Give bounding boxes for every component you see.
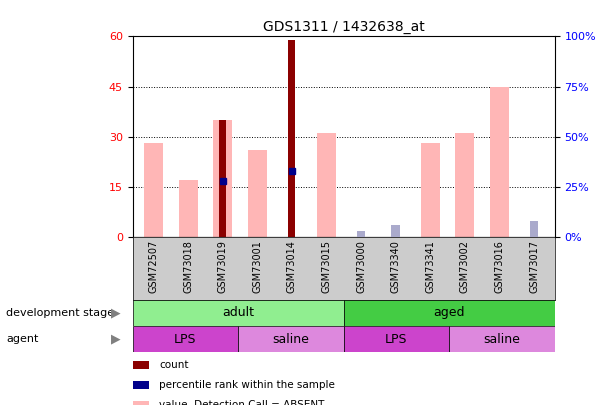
Bar xyxy=(133,361,149,369)
Text: GSM73018: GSM73018 xyxy=(183,240,193,293)
Text: GSM73016: GSM73016 xyxy=(494,240,504,293)
Text: GSM73015: GSM73015 xyxy=(321,240,332,293)
Bar xyxy=(344,300,555,326)
Text: LPS: LPS xyxy=(385,333,408,346)
Bar xyxy=(490,87,509,237)
Text: GSM73340: GSM73340 xyxy=(391,240,400,293)
Text: GSM73341: GSM73341 xyxy=(425,240,435,293)
Text: development stage: development stage xyxy=(6,308,114,318)
Text: GSM73001: GSM73001 xyxy=(252,240,262,293)
Bar xyxy=(357,231,365,237)
Bar xyxy=(219,120,226,237)
Bar xyxy=(133,401,149,405)
Bar xyxy=(144,143,163,237)
Text: GSM73000: GSM73000 xyxy=(356,240,366,293)
Text: ▶: ▶ xyxy=(111,333,121,346)
Bar xyxy=(421,143,440,237)
Bar xyxy=(133,326,238,352)
Bar xyxy=(288,40,295,237)
Text: adult: adult xyxy=(222,306,254,320)
Bar xyxy=(238,326,344,352)
Bar xyxy=(317,133,336,237)
Text: GSM72507: GSM72507 xyxy=(148,240,159,293)
Bar xyxy=(133,300,344,326)
Text: LPS: LPS xyxy=(174,333,197,346)
Text: percentile rank within the sample: percentile rank within the sample xyxy=(159,380,335,390)
Bar xyxy=(344,326,449,352)
Text: GSM73002: GSM73002 xyxy=(460,240,470,293)
Bar xyxy=(391,225,400,237)
Text: saline: saline xyxy=(273,333,309,346)
Text: ▶: ▶ xyxy=(111,306,121,320)
Bar xyxy=(455,133,475,237)
Title: GDS1311 / 1432638_at: GDS1311 / 1432638_at xyxy=(263,20,425,34)
Text: saline: saline xyxy=(484,333,520,346)
Text: GSM73019: GSM73019 xyxy=(218,240,227,293)
Text: aged: aged xyxy=(434,306,465,320)
Bar xyxy=(133,381,149,389)
Text: agent: agent xyxy=(6,334,39,344)
Bar xyxy=(529,221,538,237)
Bar xyxy=(178,180,198,237)
Text: GSM73017: GSM73017 xyxy=(529,240,539,293)
Text: GSM73014: GSM73014 xyxy=(287,240,297,293)
Bar xyxy=(449,326,555,352)
Bar xyxy=(213,120,232,237)
Bar xyxy=(248,150,267,237)
Text: value, Detection Call = ABSENT: value, Detection Call = ABSENT xyxy=(159,400,324,405)
Text: count: count xyxy=(159,360,189,370)
